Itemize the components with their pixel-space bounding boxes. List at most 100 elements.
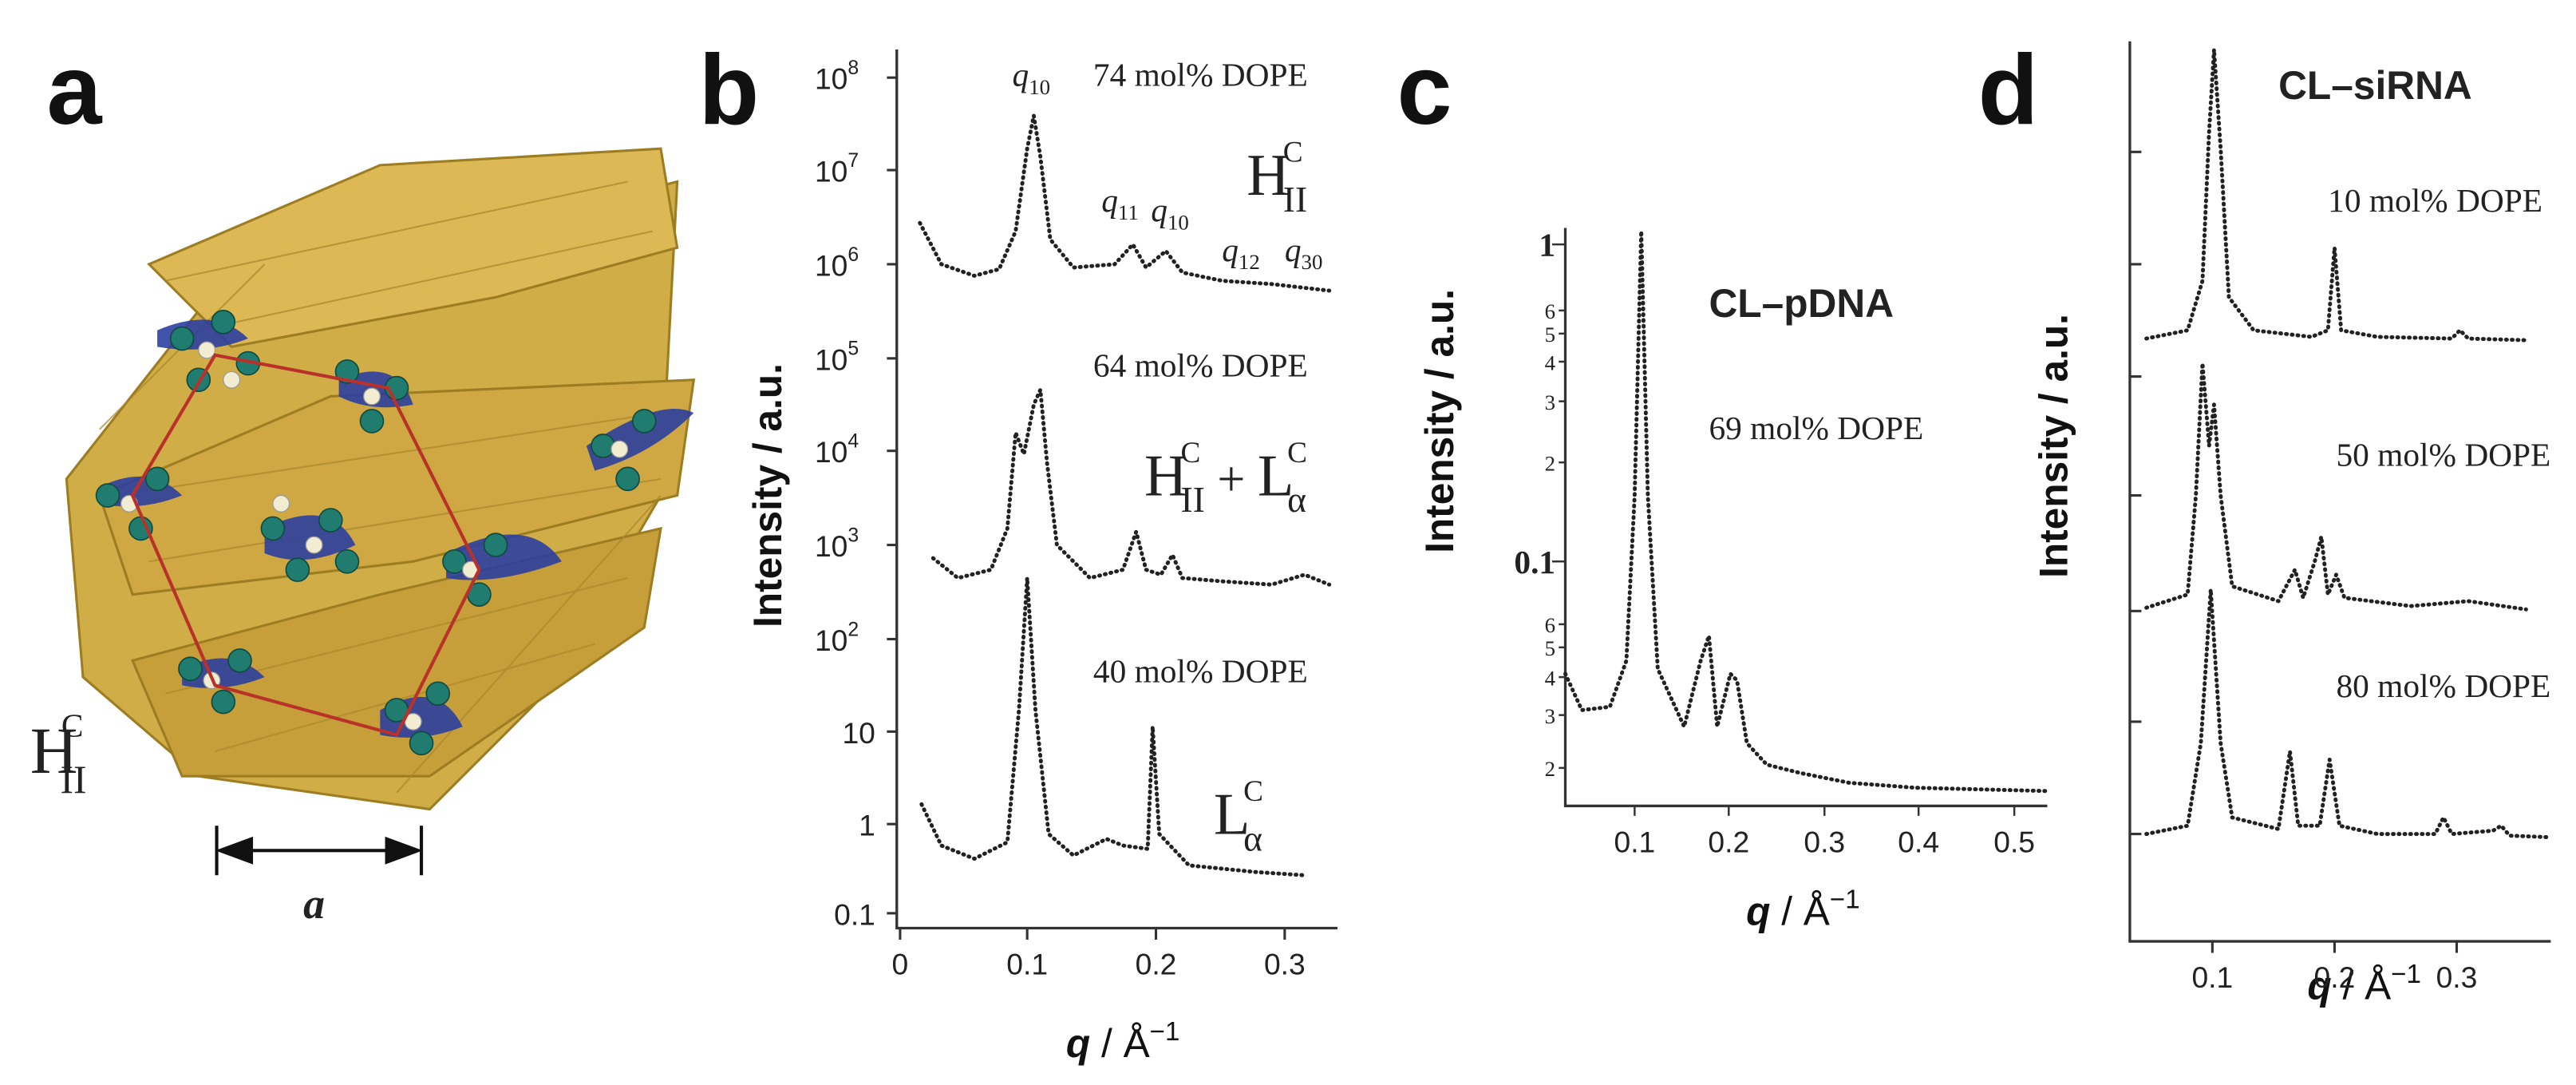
phase-main: H	[1247, 143, 1290, 208]
x-exp: −1	[1830, 885, 1860, 915]
y-tick-label: 3	[1545, 704, 1555, 728]
x-axis-label: q / Å−1	[1066, 1017, 1180, 1066]
composition-label: 50 mol% DOPE	[2336, 436, 2550, 473]
x-exp: −1	[2391, 960, 2421, 989]
tick-exp: 2	[847, 619, 859, 640]
peak-label: q10	[1013, 57, 1051, 99]
phase-sup: C	[1283, 137, 1303, 169]
composition-label: 64 mol% DOPE	[1093, 347, 1308, 384]
curve	[930, 387, 1332, 587]
peak-sub: 30	[1302, 250, 1323, 274]
x-tick-label: 0	[892, 947, 909, 980]
x-tick-label: 0.1	[2191, 960, 2233, 994]
dimension-arrow	[215, 826, 424, 876]
tick-base: 10	[815, 62, 847, 96]
y-tick-label: 108	[815, 57, 859, 96]
axes	[2128, 41, 2551, 943]
y-axis-label: Intensity / a.u.	[745, 363, 790, 628]
phase-main: H	[30, 714, 78, 787]
y-axis-label: Intensity / a.u.	[2031, 314, 2076, 578]
peak-sub: 11	[1118, 200, 1139, 224]
panel-label: a	[46, 35, 102, 145]
y-tick-label: 1	[1539, 227, 1555, 263]
phase-sup: C	[1287, 437, 1307, 469]
phase-sub: II	[1181, 479, 1205, 520]
panel-title: CL–pDNA	[1709, 281, 1894, 326]
y-tick-label: 4	[1545, 350, 1556, 374]
panel-title: CL–siRNA	[2278, 63, 2472, 108]
y-tick-label: 0.1	[834, 897, 875, 931]
y-tick-label: 104	[815, 431, 859, 469]
lattice-illustration	[65, 147, 696, 811]
x-var: q	[1746, 889, 1770, 933]
tick-base: 10	[815, 529, 847, 563]
curve	[2144, 587, 2553, 840]
x-tick-label: 0.3	[1804, 825, 1845, 858]
y-tick-label: 0.1	[1514, 544, 1555, 580]
x-unit: / Å	[2332, 963, 2391, 1008]
composition-label: 80 mol% DOPE	[2336, 667, 2550, 704]
x-exp: −1	[1150, 1017, 1180, 1047]
tick-base: 10	[815, 343, 847, 376]
tick-exp: 8	[847, 57, 859, 79]
y-tick-label: 102	[815, 619, 859, 657]
tick-base: 10	[815, 624, 847, 657]
phase-label: LC α	[1214, 775, 1263, 858]
axes	[895, 49, 1338, 930]
x-tick-label: 0.2	[1708, 825, 1749, 858]
phase-label: HC II	[30, 707, 87, 802]
x-tick-label: 0.1	[1006, 947, 1048, 980]
phase-sup: C	[61, 707, 84, 744]
y-tick-label: 6	[1545, 299, 1555, 323]
peak-label: q11	[1101, 182, 1139, 224]
y-tick-label: 5	[1545, 323, 1555, 346]
phase-sub: II	[61, 758, 87, 802]
x-tick-label: 0.1	[1614, 825, 1656, 858]
x-tick-label: 0.5	[1993, 825, 2035, 858]
peak-main: q	[1285, 232, 1302, 268]
y-tick-label: 1	[859, 809, 875, 842]
y-tick-label: 10	[842, 716, 875, 750]
phase-sub: α	[1287, 479, 1306, 520]
x-unit: / Å	[1770, 889, 1829, 933]
tick-exp: 7	[847, 150, 859, 172]
peak-main: q	[1222, 232, 1239, 268]
tick-base: 10	[815, 155, 847, 188]
x-tick-label: 0.2	[1136, 947, 1177, 980]
peak-label: q10	[1151, 192, 1189, 234]
composition-label: 69 mol% DOPE	[1709, 410, 1923, 446]
composition-label: 10 mol% DOPE	[2328, 182, 2542, 219]
peak-label: q30	[1285, 232, 1323, 274]
phase-sub: II	[1283, 179, 1307, 220]
peak-label: q12	[1222, 232, 1260, 274]
x-axis-label: q / Å−1	[1746, 885, 1860, 934]
phase-label: HC II	[1247, 137, 1307, 220]
y-tick-label: 107	[815, 150, 859, 188]
panel-label: c	[1397, 35, 1452, 145]
x-tick-label: 0.2	[2314, 960, 2356, 994]
x-axis-label: q / Å−1	[2307, 960, 2421, 1008]
tick-exp: 4	[847, 431, 859, 453]
panel-label: d	[1978, 35, 2039, 145]
y-tick-label: 6	[1545, 613, 1555, 637]
peak-sub: 10	[1029, 75, 1050, 99]
tick-exp: 6	[847, 244, 859, 266]
y-axis-label: Intensity / a.u.	[1417, 289, 1462, 553]
curve	[919, 576, 1307, 877]
y-tick-label: 106	[815, 244, 859, 283]
curve	[2144, 361, 2528, 612]
y-tick-label: 4	[1545, 666, 1556, 690]
y-tick-label: 5	[1545, 636, 1555, 660]
phase-sub: α	[1243, 818, 1262, 858]
y-tick-label: 105	[815, 339, 859, 377]
phase-sup: C	[1181, 437, 1201, 469]
curve	[2144, 47, 2528, 343]
composition-label: 74 mol% DOPE	[1093, 57, 1308, 93]
y-tick-label: 2	[1545, 452, 1555, 476]
phase-main: H	[1144, 444, 1187, 509]
x-tick-label: 0.3	[1264, 947, 1306, 980]
curve	[1563, 229, 2049, 794]
x-var: q	[1066, 1021, 1090, 1066]
peak-sub: 12	[1239, 250, 1260, 274]
